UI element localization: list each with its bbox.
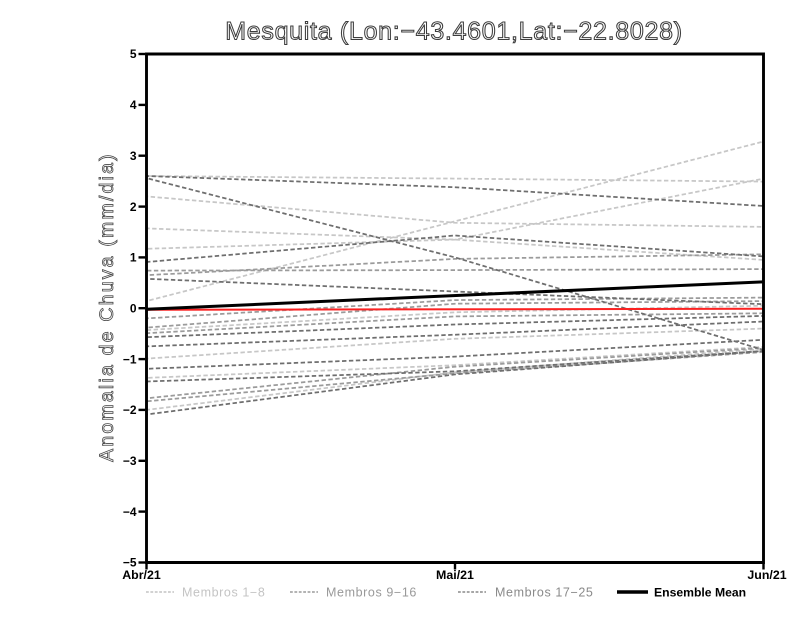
svg-text:−2: −2 xyxy=(123,403,137,417)
svg-text:Mai/21: Mai/21 xyxy=(436,568,474,582)
svg-text:Mesquita (Lon:−43.4601,Lat:−22: Mesquita (Lon:−43.4601,Lat:−22.8028) xyxy=(225,18,682,46)
svg-text:4: 4 xyxy=(130,98,137,112)
svg-text:Membros 1−8: Membros 1−8 xyxy=(182,586,265,600)
svg-text:−4: −4 xyxy=(123,505,137,519)
svg-text:−3: −3 xyxy=(123,454,137,468)
svg-text:Abr/21: Abr/21 xyxy=(122,568,161,582)
svg-text:0: 0 xyxy=(130,301,137,315)
svg-text:−1: −1 xyxy=(123,352,137,366)
svg-text:Ensemble Mean: Ensemble Mean xyxy=(654,586,746,600)
svg-text:Membros 9−16: Membros 9−16 xyxy=(326,586,417,600)
svg-text:Membros 17−25: Membros 17−25 xyxy=(495,586,593,600)
svg-text:1: 1 xyxy=(130,251,137,265)
svg-text:2: 2 xyxy=(130,200,137,214)
svg-text:Jun/21: Jun/21 xyxy=(747,568,786,582)
svg-text:5: 5 xyxy=(130,47,137,61)
svg-text:Anomalia de Chuva (mm/dia): Anomalia de Chuva (mm/dia) xyxy=(96,152,118,462)
svg-text:−5: −5 xyxy=(123,556,137,570)
svg-text:3: 3 xyxy=(130,149,137,163)
